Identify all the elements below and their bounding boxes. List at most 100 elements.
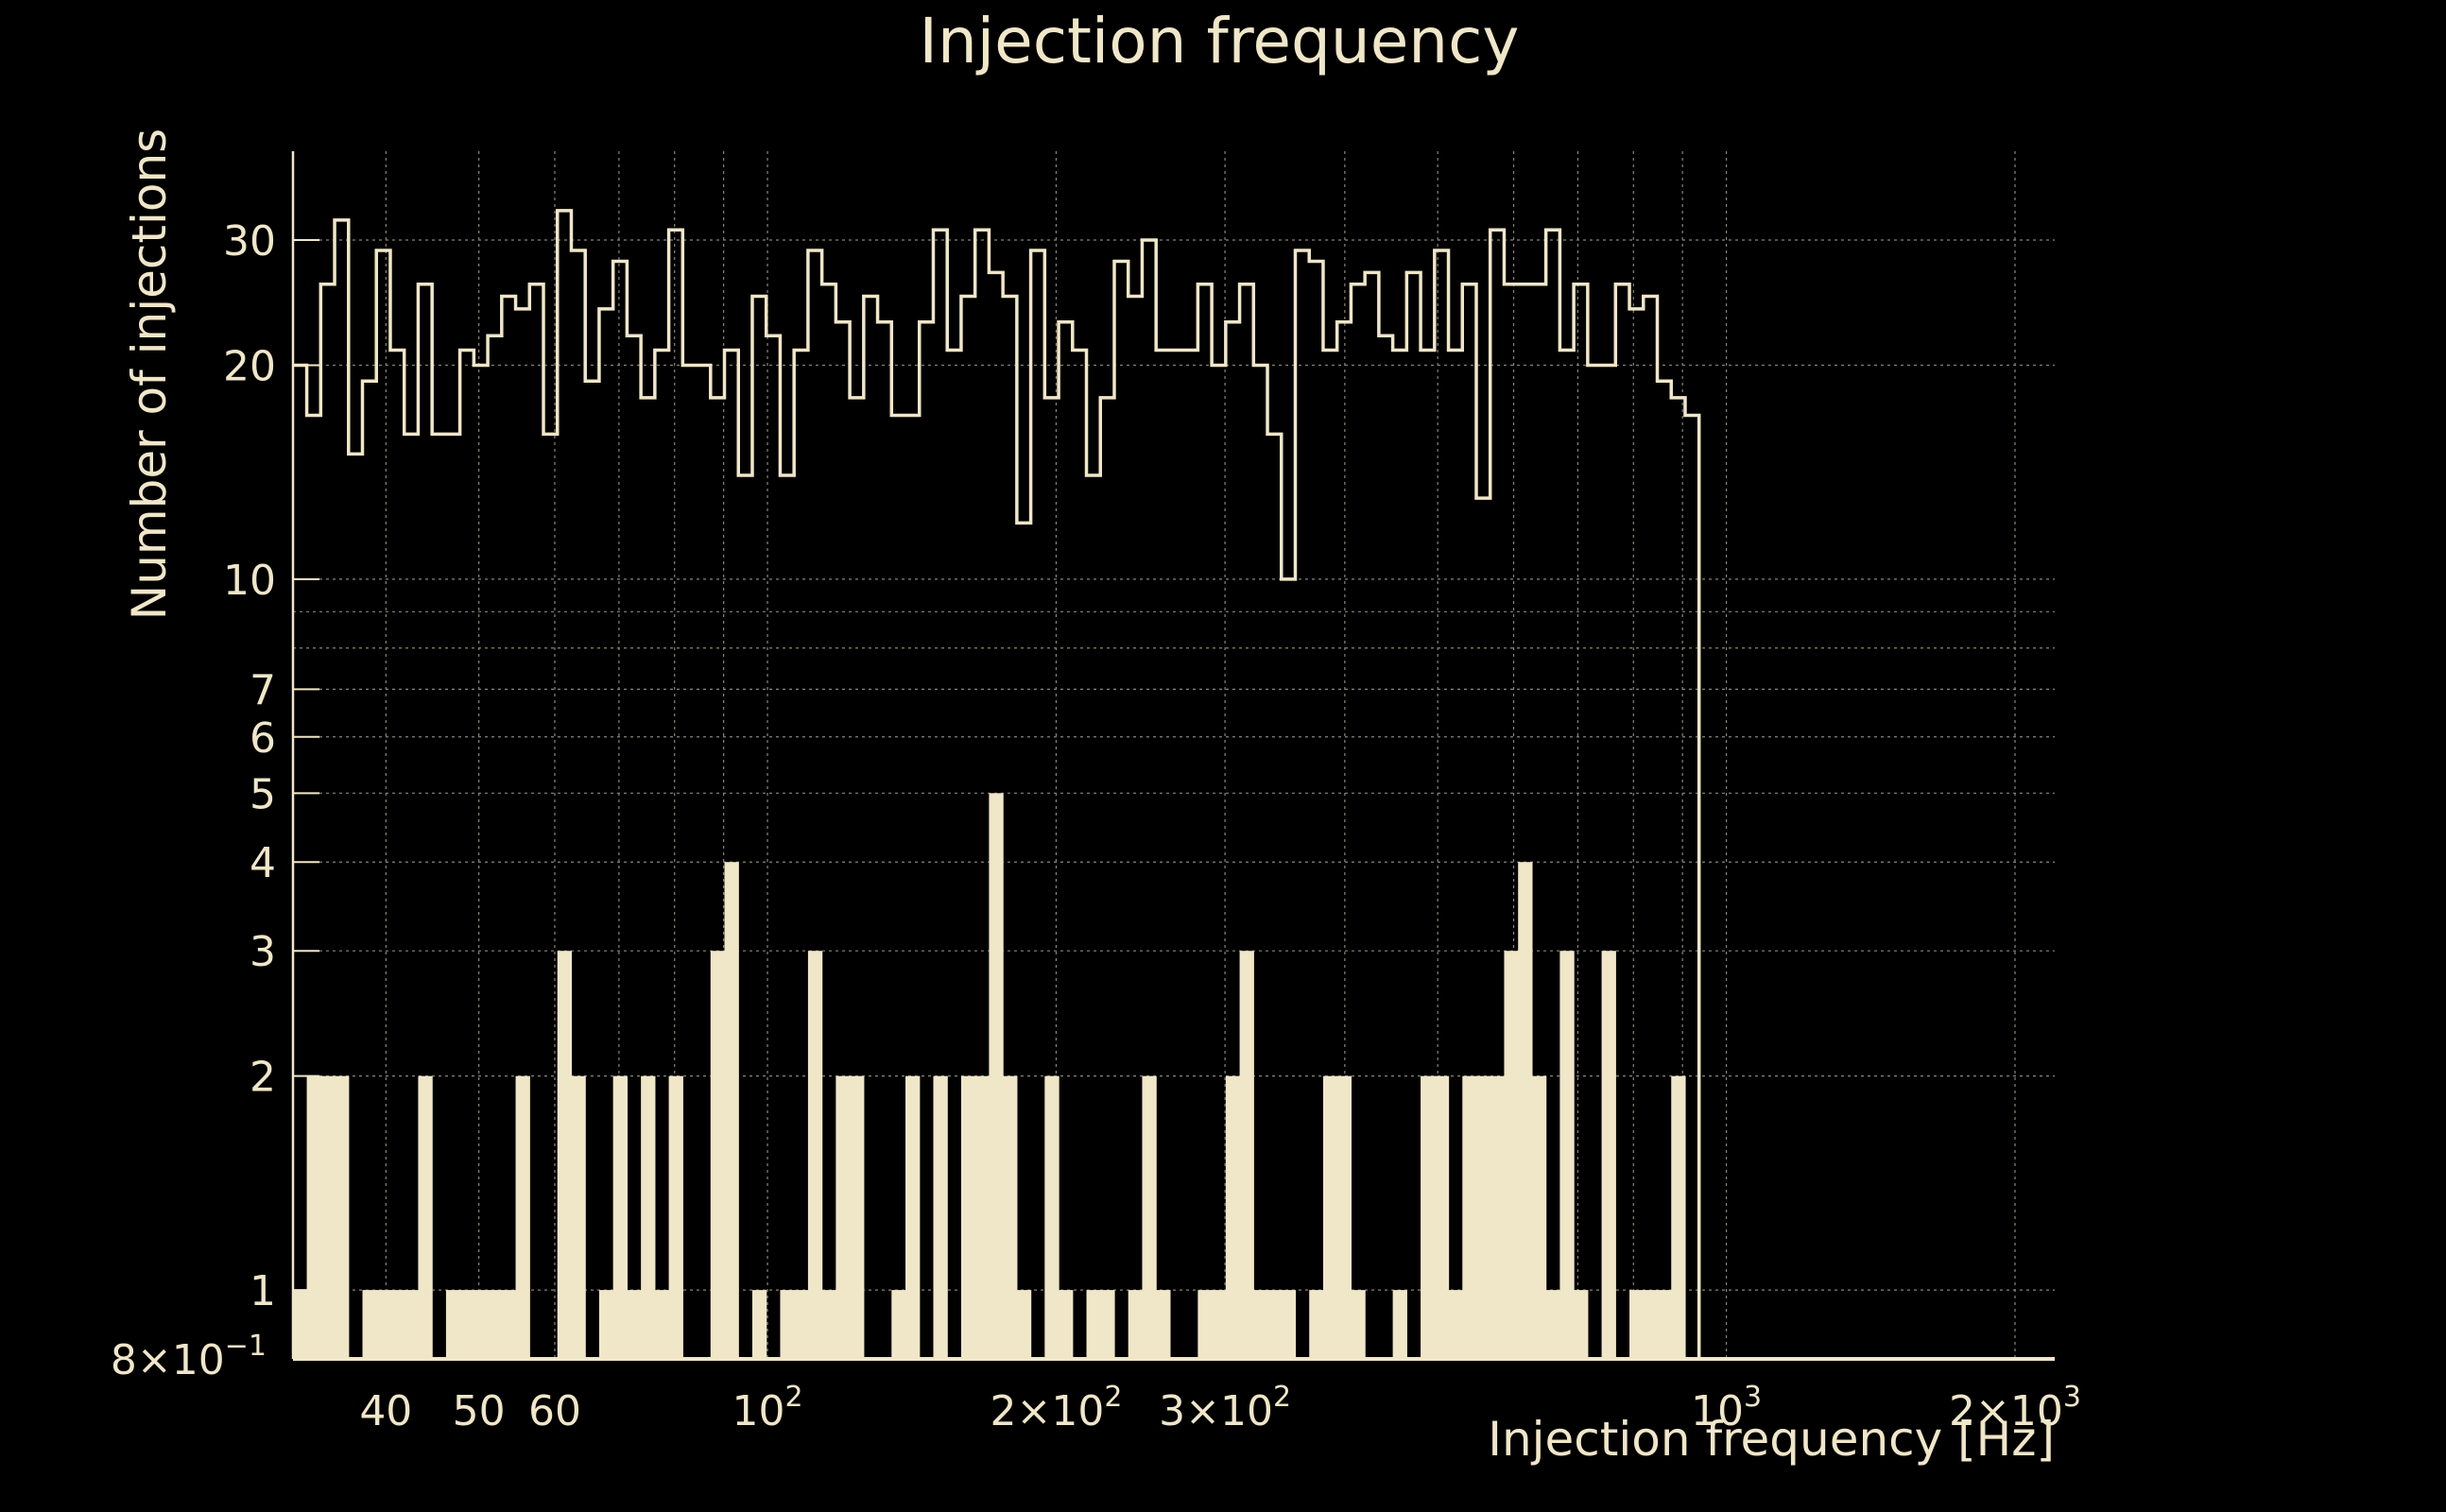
histogram-bar [306,1075,321,1359]
histogram-bar [710,951,726,1359]
y-tick-label: 1 [250,1267,276,1315]
x-tick-label: 50 [453,1387,506,1435]
histogram-bar [1351,1290,1366,1359]
histogram-bar [1462,1075,1477,1359]
histogram-bar [501,1290,517,1359]
y-tick-label: 4 [250,839,276,887]
histogram-bar [850,1075,865,1359]
histogram-bar [1128,1290,1144,1359]
histogram-bar [571,1075,586,1359]
histogram-bar [974,1075,990,1359]
histogram-bar [1142,1075,1157,1359]
histogram-bar [335,1075,350,1359]
y-tick-label: 30 [223,217,276,266]
histogram-bar [1518,862,1533,1359]
histogram-bar [751,1290,767,1359]
histogram-bar [989,793,1004,1359]
histogram-bar [794,1290,809,1359]
histogram-bar [1156,1290,1171,1359]
y-tick-label: 5 [250,770,276,818]
histogram-bar [1545,1290,1560,1359]
y-tick-label: 10 [223,557,276,605]
histogram-bar [488,1290,503,1359]
histogram-bar [1267,1290,1283,1359]
histogram-bar [1574,1290,1589,1359]
histogram-bar [515,1075,530,1359]
axes [291,151,2055,1361]
histogram-bar [1044,1075,1059,1359]
histogram-bar [445,1290,461,1359]
histogram-bar [891,1290,906,1359]
histogram-bar [1239,951,1254,1359]
histogram-bar [1504,951,1519,1359]
histogram-bar [654,1290,670,1359]
histogram-bar [418,1075,433,1359]
y-tick-label: 6 [250,714,276,763]
histogram-bar [780,1290,795,1359]
histogram-bar [1559,951,1575,1359]
histogram-bar [293,1290,308,1359]
histogram-bar [821,1290,836,1359]
histogram-bar [1448,1290,1463,1359]
histogram-bar [1601,951,1616,1359]
histogram-bar [1225,1075,1241,1359]
histogram-bar [905,1075,921,1359]
histogram-bar [557,951,573,1359]
histogram-bar [362,1290,377,1359]
x-tick-exponent: 3 [2063,1381,2081,1414]
histogram-bar [1253,1290,1268,1359]
histogram-bar [320,1075,336,1359]
y-tick-label: 3 [250,928,276,976]
histogram-bar [1059,1290,1074,1359]
histogram-bar [1490,1075,1506,1359]
y-axis-label: Number of injections [122,129,177,620]
histogram-bar [1100,1290,1115,1359]
histogram-bar [598,1290,614,1359]
histogram-bar [404,1290,420,1359]
histogram-bar [1086,1290,1101,1359]
histogram-bar [807,951,823,1359]
histogram-bar [1476,1075,1491,1359]
histogram-bar [1281,1290,1297,1359]
histogram-bar [389,1290,405,1359]
x-tick-labels: 40 50 60 102 2×102 3×102 103 2×103 [359,1381,2081,1435]
y-tick-label: 2 [250,1054,276,1102]
histogram-bar [376,1290,391,1359]
x-tick-exponent: 2 [1273,1381,1291,1414]
histogram-bar [1434,1075,1450,1359]
step-histogram-outline [293,209,1701,1359]
histogram-bar [1643,1290,1659,1359]
histogram-bar [1322,1075,1338,1359]
x-axis-label: Injection frequency [Hz] [1488,1412,2055,1467]
x-tick-label: 60 [528,1387,581,1435]
filled-histogram [293,793,1686,1359]
histogram-bar [1531,1075,1547,1359]
y-tick-label: 20 [223,342,276,390]
histogram-bar [1309,1290,1324,1359]
histogram-bar [459,1290,474,1359]
histogram-bar [1657,1290,1672,1359]
histogram-bar [960,1075,976,1359]
histogram-bar [474,1290,489,1359]
histogram-bar [641,1075,656,1359]
histogram-bar [668,1075,683,1359]
y-tick-label: 7 [250,666,276,714]
histogram-bar [1003,1075,1018,1359]
x-tick-label: 2×102 [990,1381,1122,1435]
x-tick-label: 3×102 [1159,1381,1291,1435]
histogram-bar [1392,1290,1407,1359]
histogram-bar [1197,1290,1213,1359]
x-tick-label: 2×103 [1949,1381,2081,1435]
histogram-bar [933,1075,948,1359]
histogram-bar [1629,1290,1645,1359]
y-tick-exponent: −1 [225,1330,267,1363]
histogram-bar [1421,1075,1436,1359]
x-tick-exponent: 2 [785,1381,803,1414]
histogram-bar [1336,1075,1352,1359]
x-tick-exponent: 3 [1744,1381,1762,1414]
x-tick-exponent: 2 [1104,1381,1122,1414]
histogram-bar [724,862,739,1359]
histogram-bar [835,1075,851,1359]
